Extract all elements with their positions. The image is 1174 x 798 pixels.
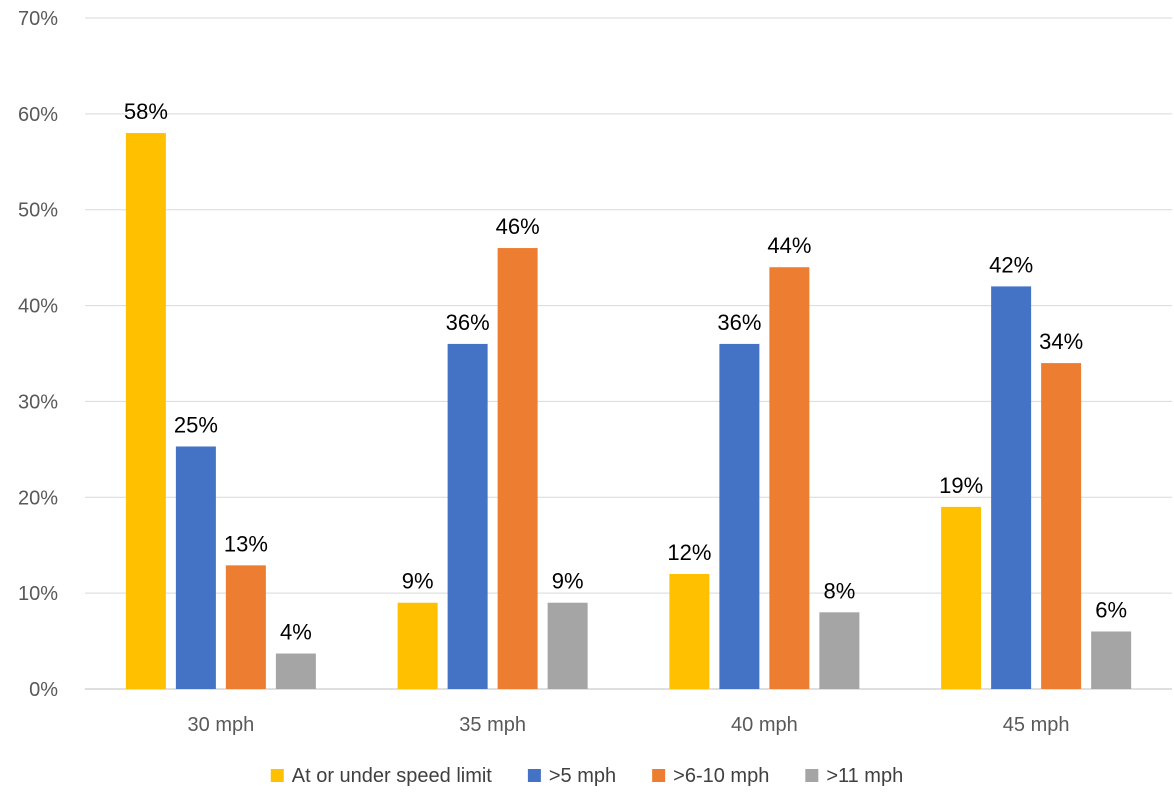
bar — [547, 602, 588, 689]
legend-swatch — [652, 769, 666, 782]
x-tick-label: 45 mph — [1003, 714, 1070, 736]
legend-label: At or under speed limit — [292, 765, 493, 787]
y-tick-label: 20% — [18, 487, 58, 509]
data-label: 34% — [1039, 329, 1083, 354]
data-label: 4% — [280, 620, 312, 645]
data-label: 19% — [939, 473, 983, 498]
data-label: 58% — [124, 99, 168, 124]
legend-swatch — [805, 769, 819, 782]
y-tick-label: 60% — [18, 104, 58, 126]
bar — [719, 343, 760, 689]
bar — [941, 506, 982, 689]
gridlines — [85, 17, 1172, 690]
x-tick-label: 40 mph — [731, 714, 798, 736]
legend: At or under speed limit >5 mph >6-10 mph >1… — [270, 765, 903, 787]
bar — [175, 446, 216, 689]
bar — [125, 133, 166, 689]
bar — [397, 602, 438, 689]
legend-swatch — [527, 769, 541, 782]
data-label: 8% — [823, 578, 855, 603]
legend-item: >11 mph — [805, 765, 903, 787]
data-label: 9% — [552, 569, 584, 594]
bar — [991, 286, 1032, 689]
bar — [1091, 631, 1132, 689]
legend-label: >11 mph — [826, 765, 903, 787]
legend-item: At or under speed limit — [270, 765, 493, 787]
bar — [1041, 363, 1082, 689]
data-label: 42% — [989, 252, 1033, 277]
data-label: 36% — [717, 310, 761, 335]
x-axis-tick-labels: 30 mph 35 mph 40 mph 45 mph — [188, 714, 1070, 736]
data-label: 44% — [767, 233, 811, 258]
data-label: 6% — [1095, 597, 1127, 622]
legend-item: >6-10 mph — [652, 765, 769, 787]
y-axis-tick-labels: 0% 10% 20% 30% 40% 50% 60% 70% — [18, 8, 58, 701]
bar — [497, 248, 538, 690]
x-tick-label: 35 mph — [459, 714, 526, 736]
y-tick-label: 50% — [18, 200, 58, 222]
data-label: 46% — [496, 214, 540, 239]
bar — [669, 573, 710, 689]
bar — [447, 343, 488, 689]
y-tick-label: 30% — [18, 391, 58, 413]
data-label: 12% — [667, 540, 711, 565]
data-labels: 58% 25% 13% 4% 9% 36% 46% 9% 12% 36% 44% 8% 19% 42% 34… — [124, 99, 1127, 645]
x-tick-label: 30 mph — [188, 714, 255, 736]
y-tick-label: 0% — [29, 679, 58, 701]
bar — [275, 653, 316, 689]
legend-item: >5 mph — [527, 765, 616, 787]
y-tick-label: 10% — [18, 583, 58, 605]
bar — [819, 612, 860, 689]
data-label: 9% — [402, 569, 434, 594]
data-label: 36% — [446, 310, 490, 335]
y-tick-label: 70% — [18, 8, 58, 30]
data-label: 13% — [224, 531, 268, 556]
legend-label: >5 mph — [549, 765, 616, 787]
y-tick-label: 40% — [18, 296, 58, 318]
data-label: 25% — [174, 412, 218, 437]
bar — [769, 267, 810, 689]
legend-label: >6-10 mph — [673, 765, 769, 787]
legend-swatch — [270, 769, 284, 782]
bar — [225, 565, 266, 689]
bars — [125, 133, 1132, 690]
